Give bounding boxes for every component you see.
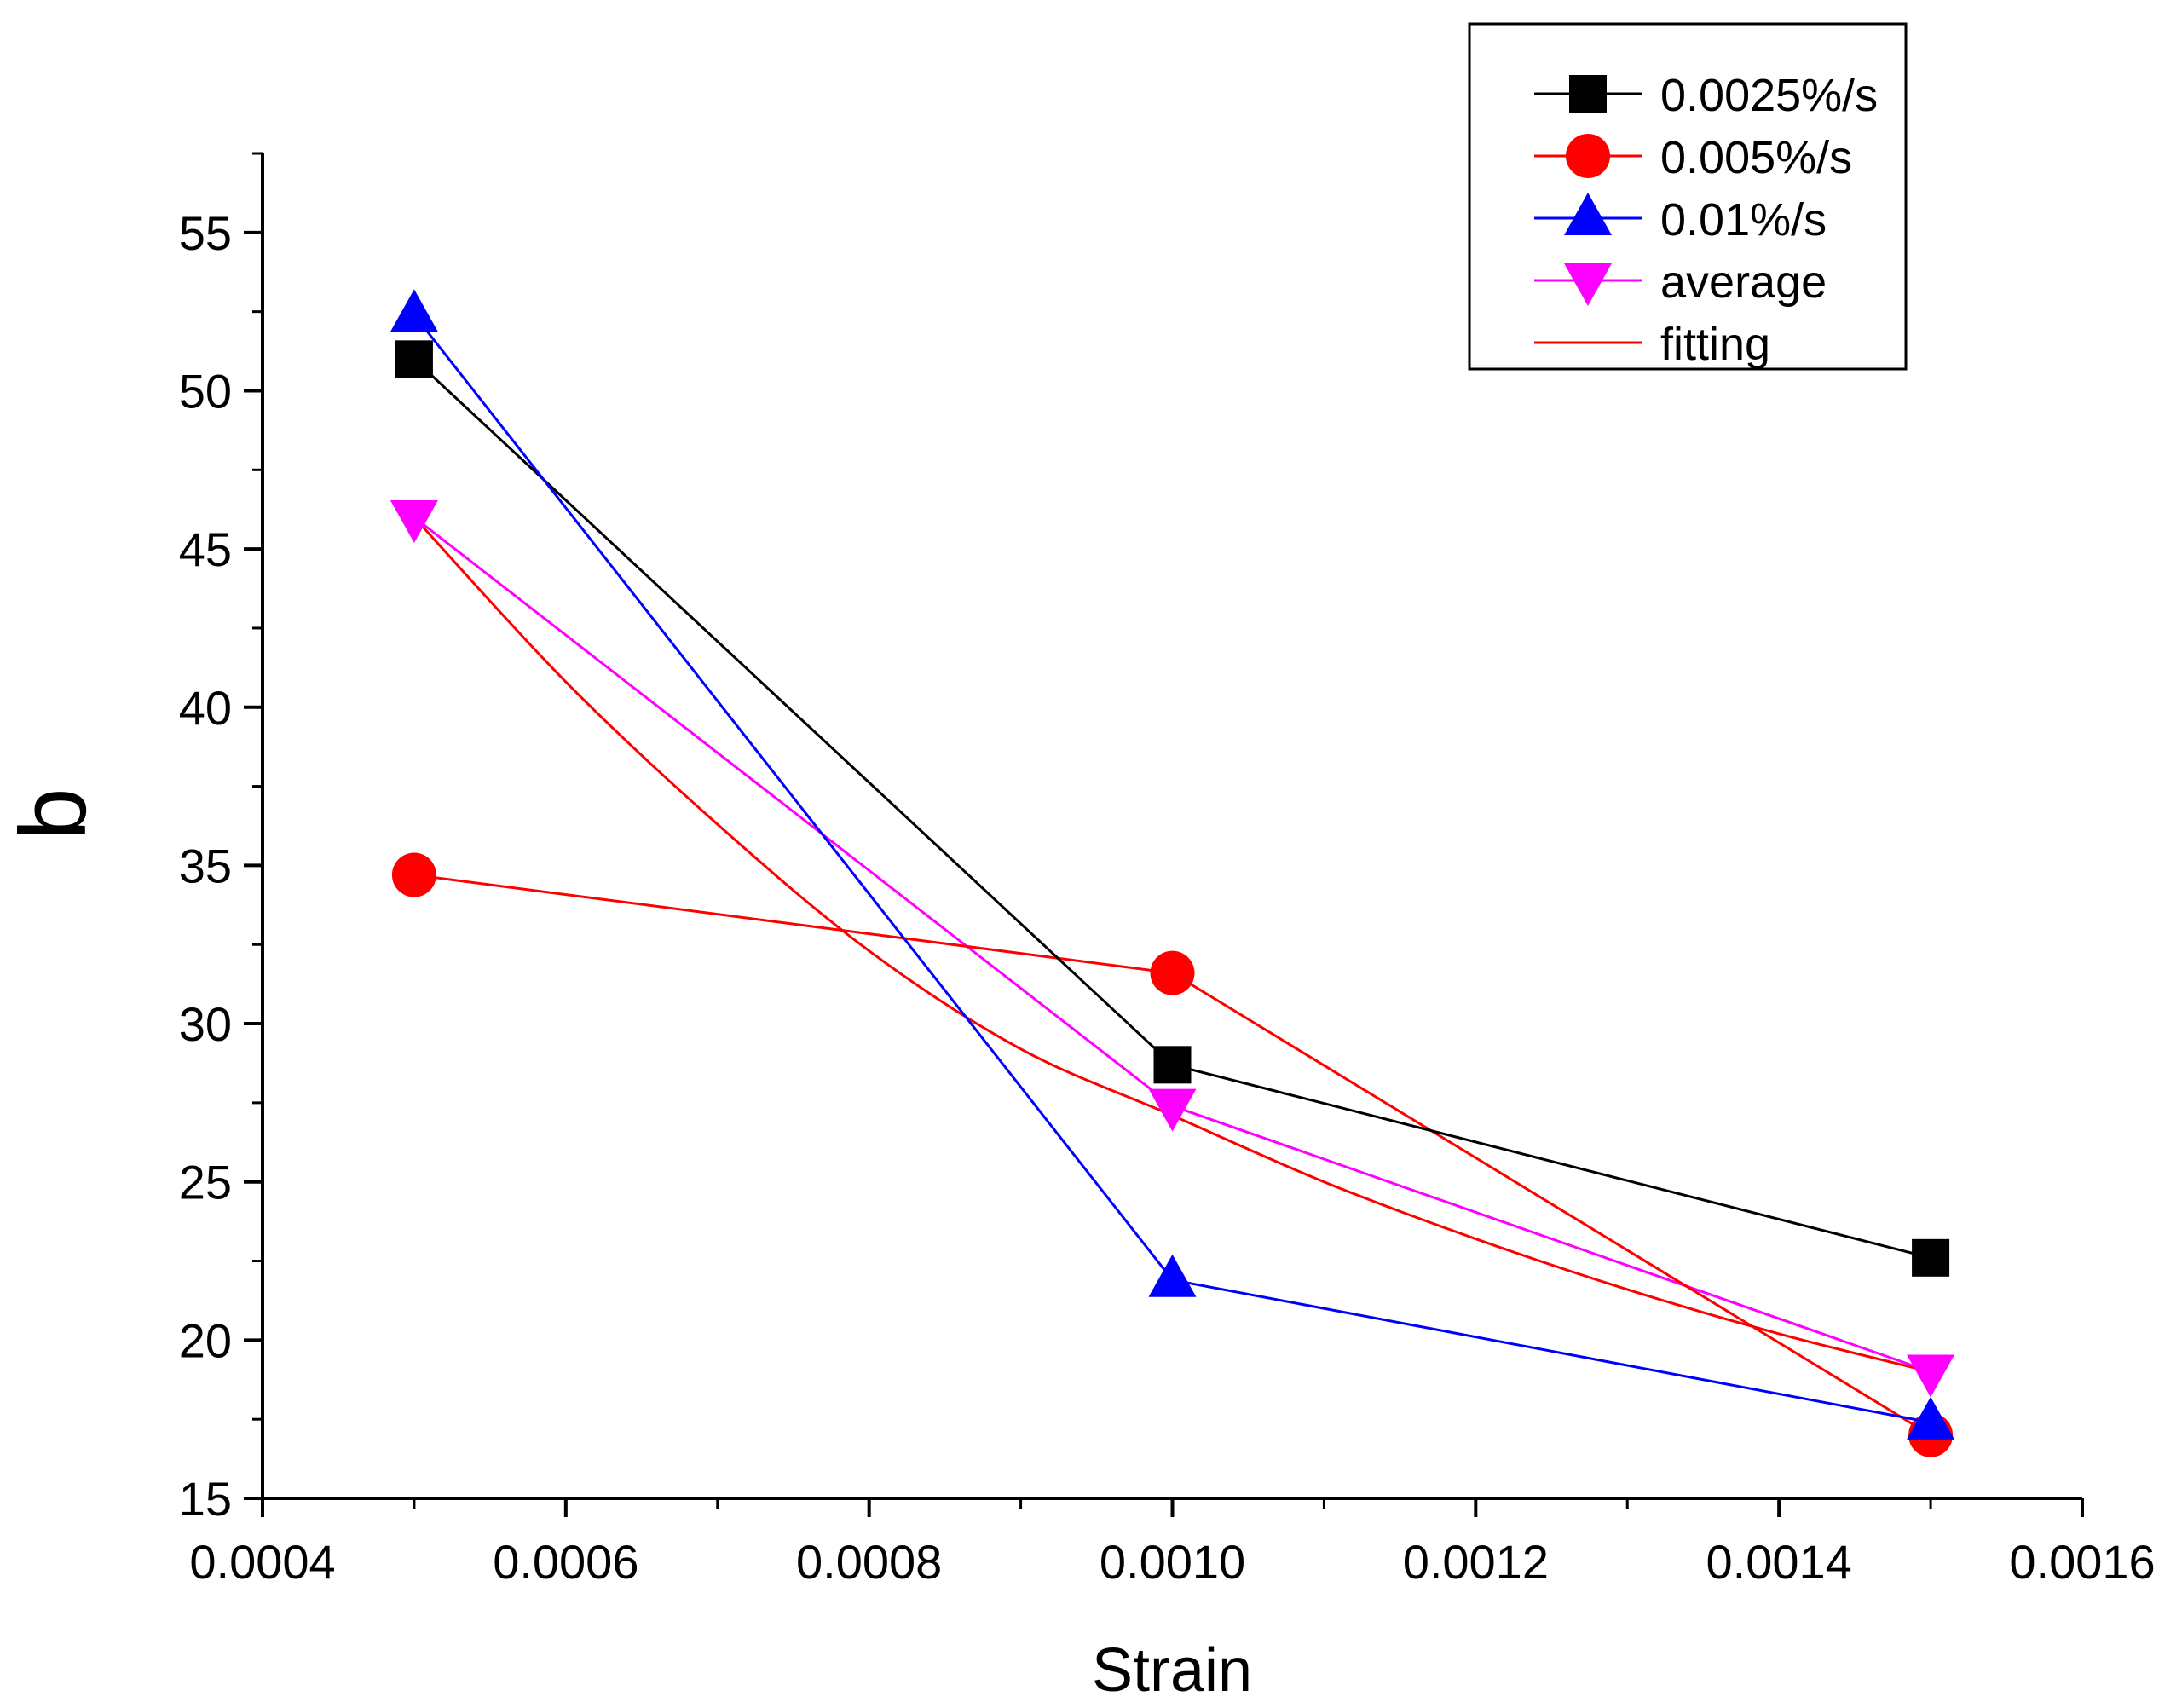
series-average [390,499,1955,1398]
x-tick-label: 0.0006 [493,1535,638,1589]
data-point [1148,1088,1197,1132]
axes: 15 20 25 30 35 40 45 50 55 0.0004 0.0006 0.0008 0.00… [179,152,2156,1589]
legend-marker [1566,134,1610,178]
x-tick-label: 0.0014 [1706,1535,1852,1589]
legend-marker [1564,193,1612,235]
legend-item: 0.005%/s [1534,132,1852,183]
legend-marker [1569,75,1607,113]
y-axis-label: b [1,788,106,840]
y-tick-label: 50 [179,364,232,418]
y-tick-label: 35 [179,839,232,892]
series-line [413,516,1931,1373]
legend-item: fitting [1534,319,1770,370]
data-point [1912,1238,1950,1277]
legend-marker [1564,263,1612,306]
y-tick-label: 25 [179,1156,232,1209]
x-tick-label: 0.0016 [2009,1535,2155,1589]
legend-box [1468,22,1908,371]
x-tick-label: 0.0010 [1100,1535,1245,1589]
series-layer [390,289,1955,1457]
legend-item: 0.01%/s [1534,193,1827,245]
series-0-005-s [391,852,1954,1457]
series-fitting [413,516,1931,1373]
legend: 0.0025%/s 0.005%/s 0.01%/s average fitting [1468,22,1908,371]
legend-label: average [1660,257,1827,308]
legend-item: average [1534,257,1827,308]
data-point [1153,1046,1192,1084]
y-tick-label: 40 [179,681,232,735]
y-tick-label: 15 [179,1472,232,1526]
y-tick-label: 55 [179,206,232,260]
x-tick-label: 0.0008 [796,1535,942,1589]
legend-label: 0.0025%/s [1660,70,1878,121]
data-point [390,289,438,332]
data-point [390,499,438,543]
series-0-0025-s [395,340,1950,1277]
y-tick-label: 30 [179,997,232,1051]
legend-item: 0.0025%/s [1534,70,1878,121]
legend-label: 0.01%/s [1660,194,1827,245]
data-point [1907,1396,1955,1440]
data-point [391,852,436,897]
data-point [1150,950,1195,995]
data-point [1907,1354,1955,1398]
y-tick-label: 20 [179,1313,232,1367]
series-0-01-s [390,289,1955,1440]
x-tick-label: 0.0012 [1403,1535,1549,1589]
x-axis-label: Strain [1092,1636,1252,1705]
series-line [413,516,1931,1373]
legend-label: 0.005%/s [1660,132,1852,183]
legend-label: fitting [1660,319,1770,370]
x-tick-label: 0.0004 [189,1535,335,1589]
y-tick-label: 45 [179,522,232,576]
data-point [395,340,433,378]
data-point [1148,1254,1197,1297]
